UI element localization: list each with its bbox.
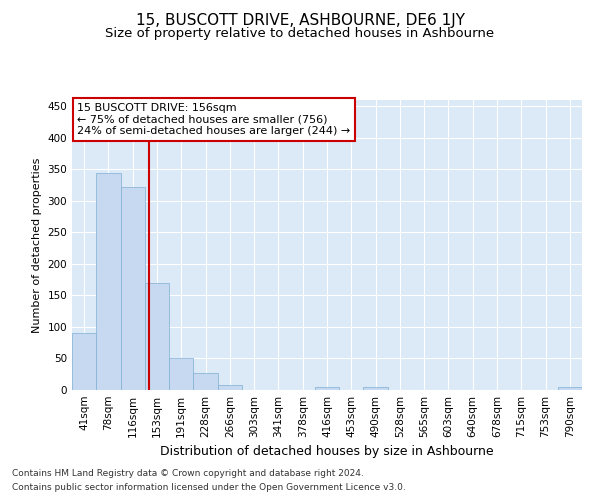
Bar: [218, 385, 242, 390]
Y-axis label: Number of detached properties: Number of detached properties: [32, 158, 42, 332]
Text: Contains HM Land Registry data © Crown copyright and database right 2024.: Contains HM Land Registry data © Crown c…: [12, 468, 364, 477]
Text: Size of property relative to detached houses in Ashbourne: Size of property relative to detached ho…: [106, 28, 494, 40]
Text: 15 BUSCOTT DRIVE: 156sqm
← 75% of detached houses are smaller (756)
24% of semi-: 15 BUSCOTT DRIVE: 156sqm ← 75% of detach…: [77, 103, 350, 136]
Text: 15, BUSCOTT DRIVE, ASHBOURNE, DE6 1JY: 15, BUSCOTT DRIVE, ASHBOURNE, DE6 1JY: [136, 12, 464, 28]
Bar: [193, 373, 218, 390]
Bar: [72, 332, 96, 390]
Text: Contains public sector information licensed under the Open Government Licence v3: Contains public sector information licen…: [12, 484, 406, 492]
Bar: [315, 387, 339, 390]
Bar: [145, 283, 169, 390]
Bar: [558, 388, 582, 390]
Bar: [121, 187, 145, 390]
X-axis label: Distribution of detached houses by size in Ashbourne: Distribution of detached houses by size …: [160, 446, 494, 458]
Bar: [364, 388, 388, 390]
Bar: [96, 172, 121, 390]
Bar: [169, 358, 193, 390]
